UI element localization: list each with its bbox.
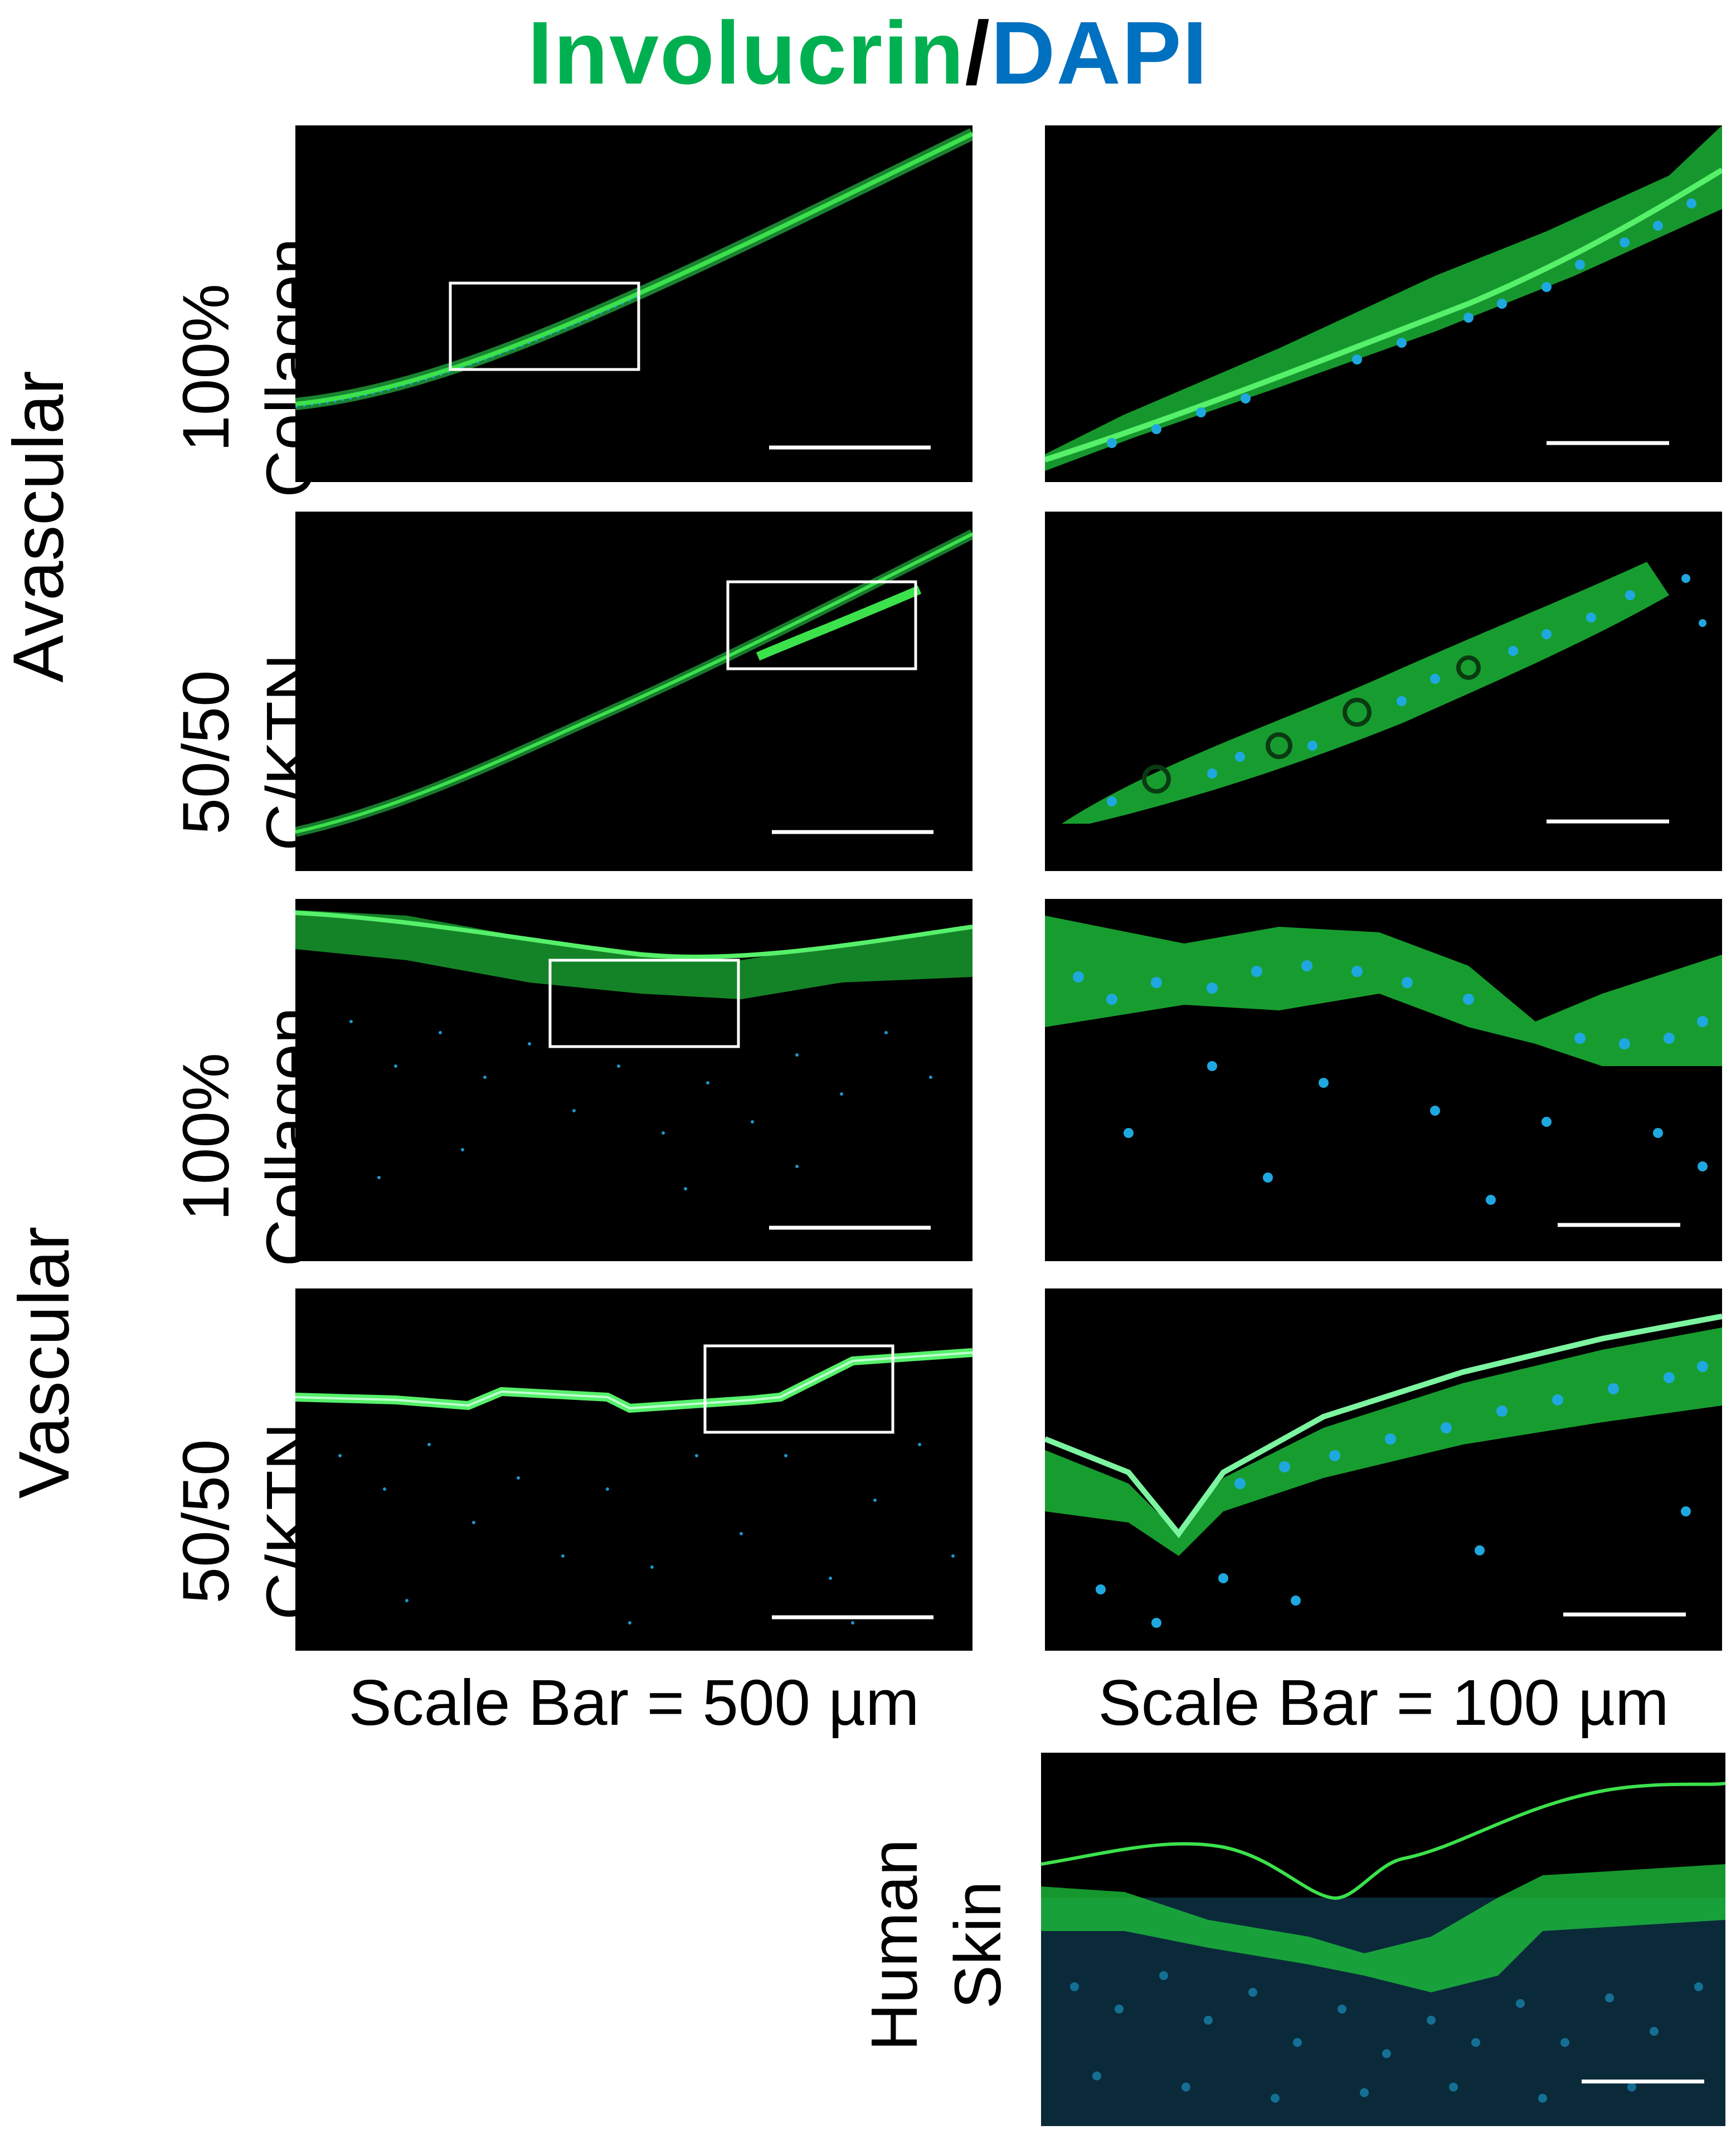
micrograph-avascular-collagen-low — [295, 125, 972, 482]
micrograph-avascular-ckt-high — [1045, 512, 1722, 871]
zoom-region-box — [449, 281, 640, 371]
micrograph-vascular-ckt-high — [1045, 1288, 1722, 1651]
micrograph-avascular-ckt-low — [295, 512, 972, 871]
micrograph-avascular-collagen-high — [1045, 125, 1722, 482]
row-label-1-line1: 100% — [169, 284, 243, 452]
row-label-4-line1: 50/50 — [169, 1439, 243, 1604]
row-label-2-line1: 50/50 — [169, 670, 243, 835]
title-involucrin: Involucrin — [527, 3, 965, 103]
title-slash: / — [965, 3, 991, 103]
zoom-region-box — [703, 1344, 894, 1434]
micrograph-vascular-ckt-low — [295, 1288, 972, 1651]
zoom-region-box — [548, 959, 740, 1048]
human-skin-line1: Human — [858, 1839, 931, 2051]
group-label-avascular: Avascular — [0, 371, 79, 683]
zoom-region-box — [726, 580, 917, 670]
figure-title: Involucrin/DAPI — [0, 6, 1736, 100]
scale-caption-right: Scale Bar = 100 µm — [1098, 1666, 1669, 1739]
micrograph-vascular-collagen-high — [1045, 899, 1722, 1261]
row-label-3-line1: 100% — [169, 1053, 243, 1221]
title-dapi: DAPI — [990, 3, 1209, 103]
group-label-vascular: Vascular — [4, 1226, 84, 1499]
human-skin-line2: Skin — [941, 1881, 1015, 2009]
micrograph-human-skin — [1041, 1753, 1725, 2126]
micrograph-vascular-collagen-low — [295, 899, 972, 1261]
scale-caption-left: Scale Bar = 500 µm — [348, 1666, 920, 1739]
human-skin-label: Human Skin — [853, 1806, 1020, 2084]
